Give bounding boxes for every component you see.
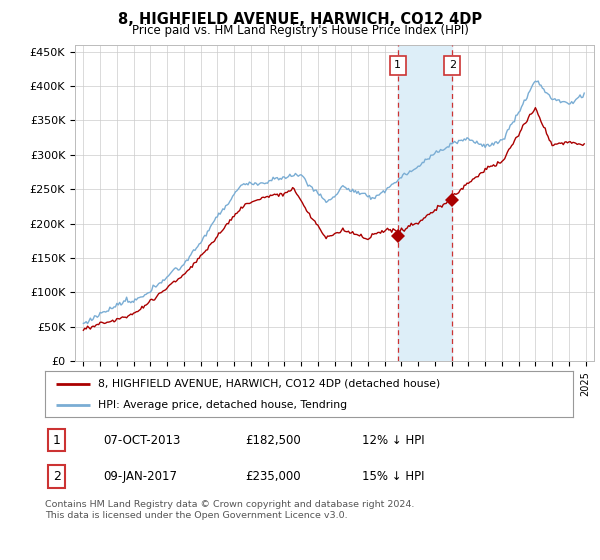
Text: £182,500: £182,500: [245, 433, 301, 447]
Text: 1: 1: [394, 60, 401, 71]
Text: Price paid vs. HM Land Registry's House Price Index (HPI): Price paid vs. HM Land Registry's House …: [131, 24, 469, 36]
Text: 09-JAN-2017: 09-JAN-2017: [103, 470, 177, 483]
Text: Contains HM Land Registry data © Crown copyright and database right 2024.
This d: Contains HM Land Registry data © Crown c…: [45, 500, 415, 520]
Text: 8, HIGHFIELD AVENUE, HARWICH, CO12 4DP (detached house): 8, HIGHFIELD AVENUE, HARWICH, CO12 4DP (…: [98, 379, 440, 389]
Text: 1: 1: [53, 433, 61, 447]
Text: HPI: Average price, detached house, Tendring: HPI: Average price, detached house, Tend…: [98, 400, 347, 410]
Text: 12% ↓ HPI: 12% ↓ HPI: [362, 433, 424, 447]
Bar: [398, 45, 452, 361]
Text: 2: 2: [449, 60, 456, 71]
Text: £235,000: £235,000: [245, 470, 301, 483]
Text: 2: 2: [53, 470, 61, 483]
Text: 8, HIGHFIELD AVENUE, HARWICH, CO12 4DP: 8, HIGHFIELD AVENUE, HARWICH, CO12 4DP: [118, 12, 482, 27]
Text: 07-OCT-2013: 07-OCT-2013: [103, 433, 181, 447]
Text: 15% ↓ HPI: 15% ↓ HPI: [362, 470, 424, 483]
